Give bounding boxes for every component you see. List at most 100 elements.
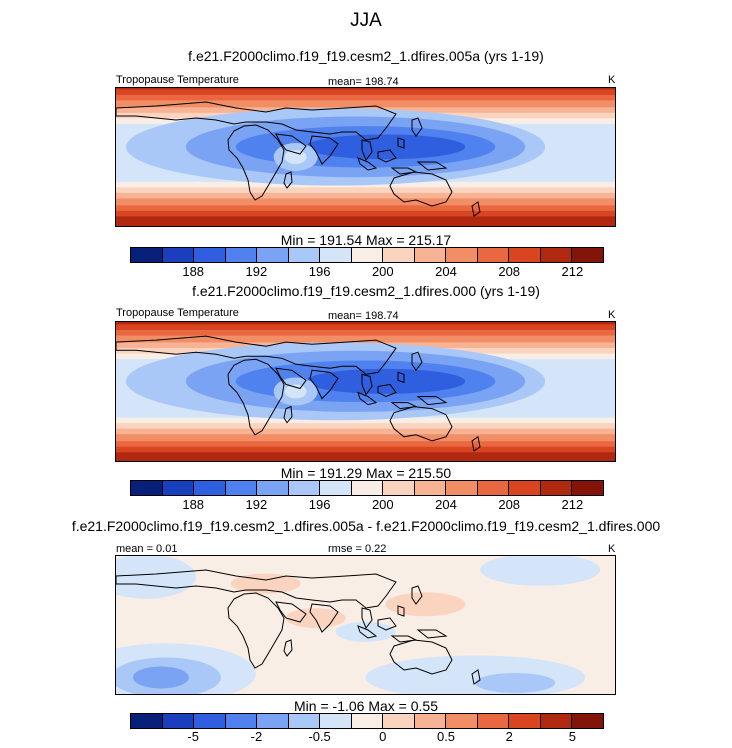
coastline — [389, 639, 453, 675]
colorbar-swatch-9 — [383, 248, 415, 262]
colorbar-swatch-2 — [162, 248, 195, 262]
panel-2-colorbar-ticks: 188 192 196 200 204 208 212 — [130, 497, 604, 513]
coastline — [411, 117, 423, 137]
colorbar-swatch-2 — [162, 481, 195, 495]
panel-1-units-label: K — [608, 74, 616, 86]
colorbar-swatch-15 — [572, 248, 603, 262]
contour-band-anomaly — [230, 573, 301, 594]
panel-2-title: f.e21.F2000climo.f19_f19.cesm2_1.dfires.… — [192, 283, 540, 299]
colorbar-swatch-12 — [477, 481, 510, 495]
colorbar-tick-label: 196 — [308, 264, 331, 279]
colorbar-swatch-7 — [320, 248, 352, 262]
panel-2-minmax: Min = 191.29 Max = 215.50 — [280, 465, 452, 481]
colorbar-swatch-15 — [572, 481, 603, 495]
colorbar-tick-label: 200 — [371, 264, 394, 279]
panel-1-mean-label: mean= 198.74 — [328, 76, 399, 88]
coastline — [389, 171, 453, 207]
colorbar-swatch-1 — [131, 714, 163, 728]
colorbar-swatch-7 — [320, 714, 352, 728]
panel-1-colorbar — [130, 247, 604, 263]
panel-3-rmse-label: rmse = 0.22 — [328, 543, 387, 555]
panel-3-minmax: Min = -1.06 Max = 0.55 — [294, 698, 438, 714]
coastline — [471, 669, 481, 685]
colorbar-tick-label: 196 — [308, 497, 331, 512]
panel-3-title: f.e21.F2000climo.f19_f19.cesm2_1.dfires.… — [71, 518, 661, 534]
colorbar-tick-label: 212 — [561, 497, 584, 512]
colorbar-swatch-13 — [509, 714, 541, 728]
panel-3-colorbar-ticks: -5 -2 -0.5 0 0.5 2 5 — [130, 729, 604, 745]
colorbar-swatch-15 — [572, 714, 603, 728]
coastline — [416, 161, 448, 171]
colorbar-swatch-3 — [194, 714, 226, 728]
contour-band-africa-core — [284, 384, 307, 399]
contour-band-anomaly — [475, 672, 556, 693]
coastline — [309, 135, 339, 165]
panel-1-map — [115, 87, 616, 227]
colorbar-tick-label: -0.5 — [308, 729, 331, 744]
coastlines — [116, 101, 481, 217]
coastlines — [116, 569, 481, 685]
coastline — [116, 569, 397, 609]
panel-1-minmax: Min = 191.54 Max = 215.17 — [280, 232, 452, 248]
colorbar-tick-label: 0.5 — [436, 729, 456, 744]
coastline — [116, 335, 397, 375]
coastline — [357, 157, 378, 171]
colorbar-swatch-8 — [351, 481, 384, 495]
colorbar-swatch-9 — [383, 714, 415, 728]
coastline — [275, 601, 307, 623]
colorbar-tick-label: 208 — [498, 497, 521, 512]
colorbar-tick-label: 2 — [505, 729, 513, 744]
colorbar-swatch-6 — [288, 714, 321, 728]
colorbar-swatch-8 — [351, 714, 384, 728]
coastline — [397, 371, 405, 384]
coastline — [357, 391, 378, 406]
contour-band-anomaly — [335, 621, 396, 642]
colorbar-tick-label: 204 — [435, 497, 457, 512]
colorbar-tick-label: 212 — [561, 264, 584, 279]
colorbar-swatch-7 — [320, 481, 352, 495]
coastline — [116, 101, 397, 141]
coastline — [275, 133, 307, 155]
colorbar-swatch-4 — [225, 481, 258, 495]
colorbar-swatch-11 — [446, 248, 478, 262]
coastline — [275, 367, 307, 390]
colorbar-tick-label: -2 — [250, 729, 263, 744]
coastline — [377, 383, 397, 398]
coastline — [389, 406, 453, 442]
coastline — [361, 607, 373, 630]
coastline — [309, 369, 339, 400]
coastline — [309, 603, 339, 633]
coastline — [227, 358, 285, 436]
contour-band-africa-core — [284, 150, 307, 164]
colorbar-tick-label: 0 — [379, 729, 387, 744]
coastline — [377, 617, 397, 631]
colorbar-tick-label: 188 — [182, 497, 205, 512]
figure-title: JJA — [350, 10, 382, 31]
panel-3-colorbar — [130, 713, 604, 729]
coastline — [471, 201, 481, 217]
coastlines — [116, 335, 481, 452]
colorbar-swatch-12 — [477, 248, 510, 262]
coastline — [471, 435, 481, 452]
colorbar-swatch-10 — [414, 481, 447, 495]
colorbar-swatch-6 — [288, 481, 321, 495]
panel-2-mean-label: mean= 198.74 — [328, 310, 399, 322]
colorbar-tick-label: -5 — [187, 729, 199, 744]
colorbar-swatch-8 — [351, 248, 384, 262]
colorbar-swatch-5 — [257, 714, 289, 728]
coastline — [377, 149, 397, 163]
colorbar-swatch-6 — [288, 248, 321, 262]
colorbar-swatch-4 — [225, 248, 258, 262]
colorbar-swatch-9 — [383, 481, 415, 495]
coastline — [283, 639, 293, 657]
colorbar-swatch-10 — [414, 714, 447, 728]
panel-1-colorbar-ticks: 188 192 196 200 204 208 212 — [130, 264, 604, 280]
panel-1-title: f.e21.F2000climo.f19_f19.cesm2_1.dfires.… — [188, 48, 544, 64]
colorbar-swatch-3 — [194, 248, 226, 262]
contour-bands — [116, 322, 615, 461]
colorbar-swatch-2 — [162, 714, 195, 728]
panel-3-contour-plot — [116, 556, 615, 694]
colorbar-tick-label: 200 — [371, 497, 394, 512]
coastline — [283, 405, 293, 424]
coastline — [397, 605, 405, 617]
